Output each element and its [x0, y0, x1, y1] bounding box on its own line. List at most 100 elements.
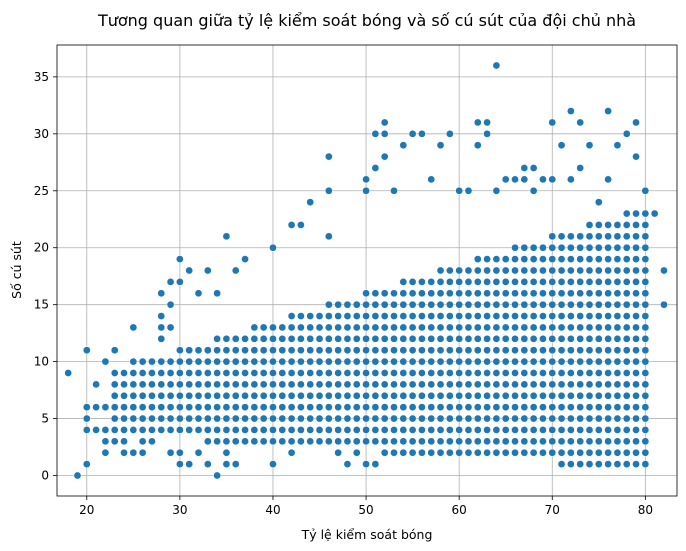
- data-point: [539, 312, 547, 320]
- data-point: [418, 380, 426, 389]
- data-point: [222, 369, 231, 377]
- data-point: [390, 323, 398, 332]
- data-point: [585, 391, 594, 400]
- data-point: [362, 403, 370, 412]
- data-point: [520, 243, 529, 252]
- data-point: [548, 334, 557, 343]
- data-point: [613, 346, 622, 355]
- data-point: [529, 334, 538, 343]
- data-point: [613, 232, 622, 241]
- data-point: [548, 426, 557, 434]
- data-point: [455, 403, 464, 412]
- data-point: [473, 414, 482, 423]
- data-point: [501, 175, 510, 184]
- data-point: [241, 391, 249, 400]
- data-point: [632, 312, 640, 320]
- data-point: [203, 460, 212, 468]
- data-point: [371, 460, 380, 468]
- data-point: [641, 232, 650, 241]
- data-point: [576, 414, 585, 423]
- data-point: [529, 448, 538, 457]
- data-point: [399, 300, 408, 309]
- data-point: [110, 426, 119, 434]
- data-point: [418, 334, 426, 343]
- data-point: [557, 369, 566, 377]
- data-point: [548, 346, 557, 355]
- data-point: [473, 312, 482, 320]
- data-point: [641, 221, 650, 229]
- data-point: [539, 414, 547, 423]
- data-point: [399, 357, 408, 366]
- data-point: [520, 346, 529, 355]
- data-point: [529, 164, 538, 172]
- data-point: [241, 403, 249, 412]
- data-point: [446, 426, 454, 434]
- data-point: [82, 346, 91, 355]
- data-point: [501, 289, 510, 298]
- data-point: [464, 437, 473, 446]
- data-point: [110, 369, 119, 377]
- data-point: [557, 448, 566, 457]
- data-point: [585, 232, 594, 241]
- data-point: [455, 357, 464, 366]
- data-point: [511, 391, 519, 400]
- y-tick-label: 25: [34, 184, 49, 198]
- data-point: [82, 426, 91, 434]
- data-point: [483, 391, 491, 400]
- data-point: [380, 380, 389, 389]
- data-point: [166, 414, 175, 423]
- data-point: [529, 426, 538, 434]
- data-point: [213, 426, 221, 434]
- data-point: [250, 357, 259, 366]
- data-point: [641, 448, 650, 457]
- data-point: [362, 460, 370, 468]
- data-point: [492, 357, 501, 366]
- data-point: [427, 312, 436, 320]
- data-point: [539, 255, 547, 263]
- data-point: [241, 334, 249, 343]
- data-point: [362, 369, 370, 377]
- data-point: [231, 391, 240, 400]
- data-point: [641, 300, 650, 309]
- data-point: [380, 289, 389, 298]
- data-point: [520, 323, 529, 332]
- y-tick-label: 15: [34, 298, 49, 312]
- data-point: [576, 460, 585, 468]
- data-point: [613, 243, 622, 252]
- data-point: [399, 403, 408, 412]
- data-point: [297, 426, 305, 434]
- data-point: [548, 312, 557, 320]
- data-point: [529, 289, 538, 298]
- data-point: [241, 357, 249, 366]
- data-point: [539, 289, 547, 298]
- data-point: [203, 426, 212, 434]
- data-point: [194, 426, 203, 434]
- data-point: [529, 266, 538, 275]
- data-point: [520, 334, 529, 343]
- data-point: [306, 414, 315, 423]
- data-point: [436, 391, 445, 400]
- data-point: [259, 380, 268, 389]
- data-point: [436, 380, 445, 389]
- data-point: [418, 278, 426, 286]
- data-point: [185, 346, 194, 355]
- data-point: [632, 369, 640, 377]
- data-point: [73, 471, 82, 480]
- data-point: [501, 426, 510, 434]
- data-point: [222, 403, 231, 412]
- data-point: [222, 391, 231, 400]
- data-point: [120, 426, 128, 434]
- data-point: [148, 357, 156, 366]
- data-point: [418, 426, 426, 434]
- data-point: [576, 232, 585, 241]
- data-point: [241, 437, 249, 446]
- data-point: [315, 437, 324, 446]
- data-point: [446, 369, 454, 377]
- data-point: [334, 448, 342, 457]
- data-point: [129, 391, 138, 400]
- data-point: [539, 243, 547, 252]
- data-point: [539, 346, 547, 355]
- data-point: [390, 369, 398, 377]
- data-point: [501, 437, 510, 446]
- data-point: [604, 289, 612, 298]
